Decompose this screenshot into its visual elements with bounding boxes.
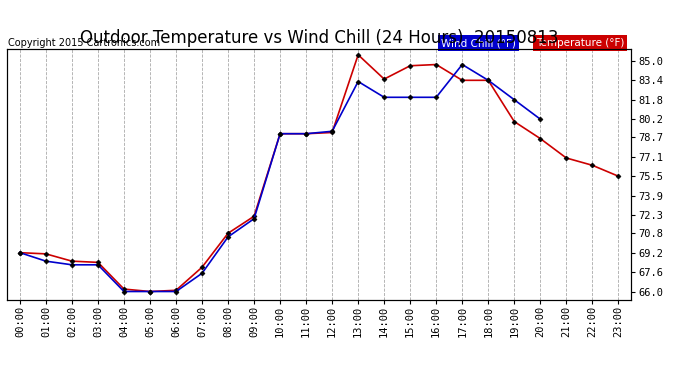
Title: Outdoor Temperature vs Wind Chill (24 Hours)  20150813: Outdoor Temperature vs Wind Chill (24 Ho…: [80, 29, 558, 47]
Text: Wind Chill (°F): Wind Chill (°F): [441, 38, 515, 48]
Text: Copyright 2015 Cartronics.com: Copyright 2015 Cartronics.com: [8, 38, 159, 48]
Text: Temperature (°F): Temperature (°F): [536, 38, 624, 48]
